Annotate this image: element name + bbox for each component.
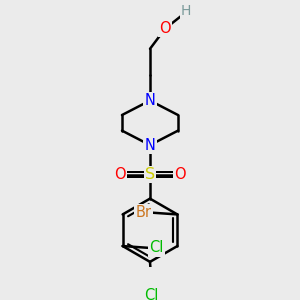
Text: Cl: Cl — [145, 288, 159, 300]
Text: N: N — [145, 93, 155, 108]
Text: O: O — [174, 167, 186, 182]
Text: Cl: Cl — [149, 240, 164, 255]
Text: O: O — [159, 21, 171, 36]
Text: N: N — [145, 138, 155, 153]
Text: S: S — [145, 167, 155, 182]
Text: H: H — [181, 4, 191, 18]
Text: O: O — [114, 167, 126, 182]
Text: Br: Br — [136, 205, 152, 220]
